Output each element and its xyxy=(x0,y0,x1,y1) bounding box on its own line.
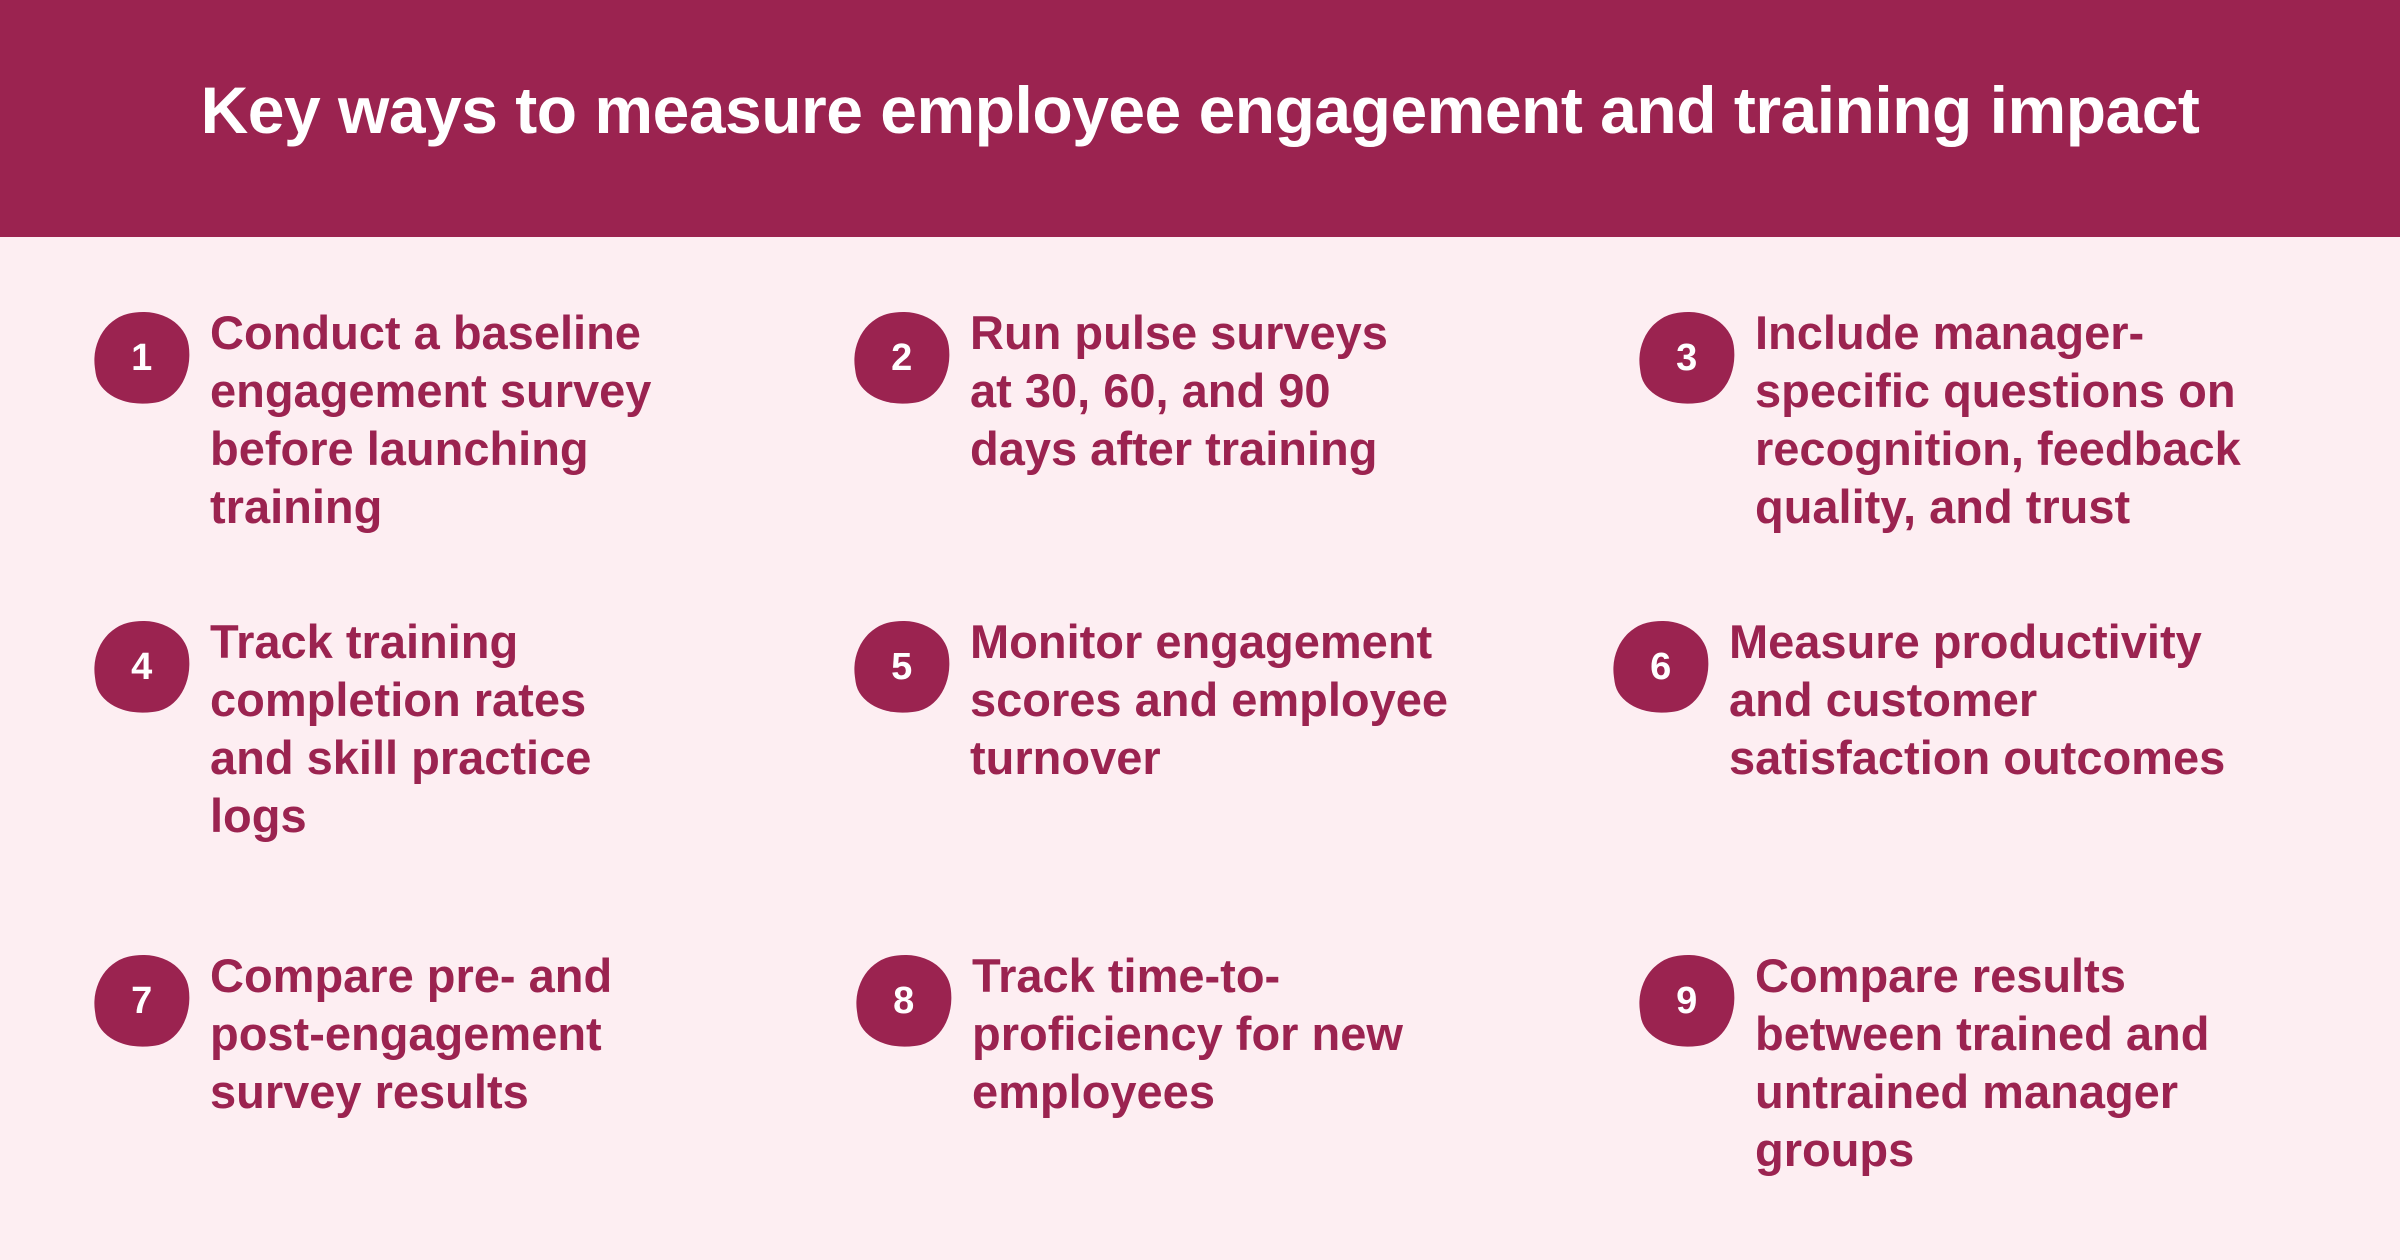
badge: 2 xyxy=(848,305,956,411)
badge: 9 xyxy=(1633,948,1741,1054)
item-text: Track time-to-proficiency for new employ… xyxy=(972,949,1403,1118)
item-text: Monitor engagement scores and employee t… xyxy=(970,615,1449,784)
title: Key ways to measure employee engagement … xyxy=(200,73,2200,147)
badge-number: 2 xyxy=(891,336,913,379)
header: Key ways to measure employee engagement … xyxy=(0,0,2400,237)
badge-number: 4 xyxy=(131,645,153,688)
item-text: Conduct a baseline engagement survey bef… xyxy=(210,306,652,533)
item-text: Compare pre- and post-engagement survey … xyxy=(210,949,613,1118)
badge-number: 8 xyxy=(893,979,915,1022)
badge: 1 xyxy=(88,305,196,411)
item-text: Track training completion rates and skil… xyxy=(210,615,592,842)
badge-number: 7 xyxy=(131,979,153,1022)
badge-number: 6 xyxy=(1650,645,1672,688)
badge: 5 xyxy=(848,614,956,720)
item-text: Run pulse surveys at 30, 60, and 90 days… xyxy=(970,306,1388,475)
badge-number: 5 xyxy=(891,645,913,688)
badge-number: 9 xyxy=(1676,979,1698,1022)
item-text: Include manager-specific questions on re… xyxy=(1755,306,2241,533)
badge-number: 1 xyxy=(131,336,153,379)
item-text: Measure productivity and customer satisf… xyxy=(1729,615,2226,784)
badge: 7 xyxy=(88,948,196,1054)
badge: 8 xyxy=(850,948,958,1054)
badge-number: 3 xyxy=(1676,336,1698,379)
badge: 6 xyxy=(1607,614,1715,720)
badge: 3 xyxy=(1633,305,1741,411)
badge: 4 xyxy=(88,614,196,720)
item-text: Compare results between trained and untr… xyxy=(1755,949,2210,1176)
